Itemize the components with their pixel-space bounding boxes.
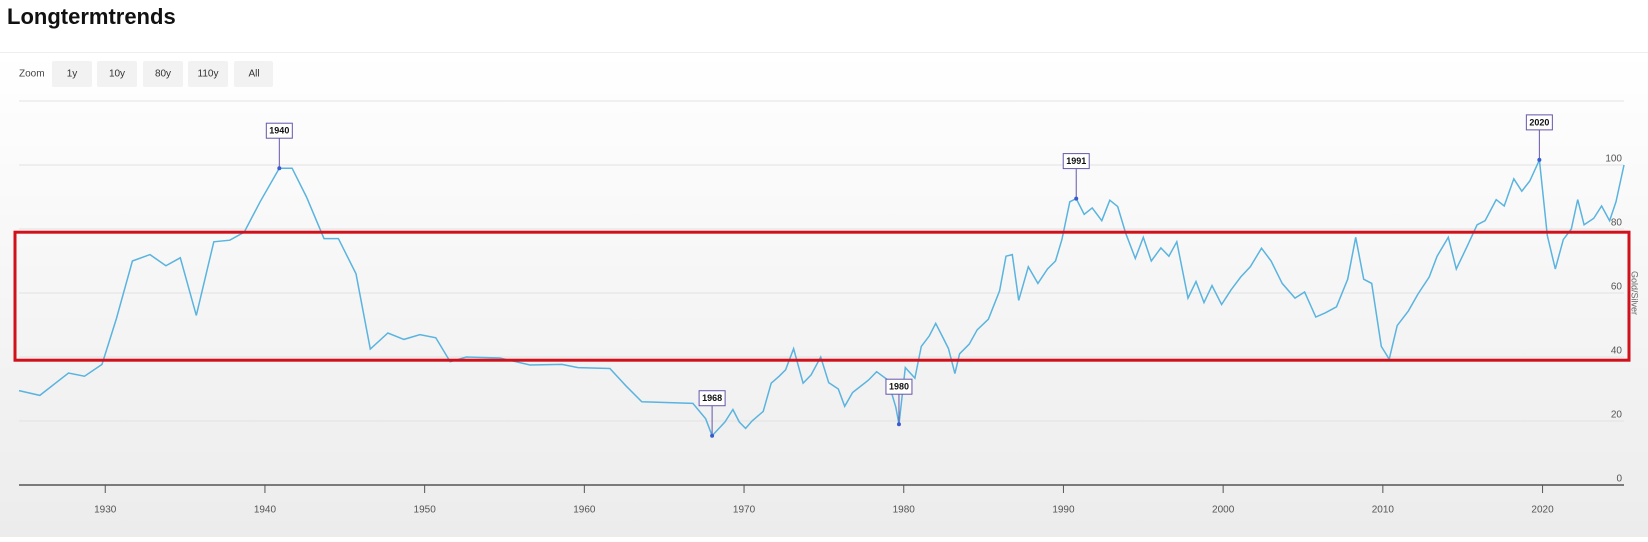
zoom-button-label: 10y [109, 69, 125, 80]
y-tick-label: 80 [1611, 218, 1623, 229]
zoom-button[interactable]: 80y [143, 61, 183, 87]
y-tick-label: 100 [1605, 154, 1622, 165]
zoom-label: Zoom [19, 69, 45, 80]
chart: Zoom 1y 10y 80y 110y All 0 20 40 60 80 100 Gold/Silv… [0, 53, 1648, 537]
zoom-button-label: 80y [155, 69, 171, 80]
y-tick-label: 20 [1611, 410, 1623, 421]
x-tick-label: 1990 [1052, 505, 1075, 516]
zoom-button-bg [52, 61, 92, 87]
x-tick-label: 2000 [1212, 505, 1235, 516]
flag-label: 1980 [889, 382, 909, 392]
flag-label: 1940 [269, 126, 289, 136]
page-title: Longtermtrends [7, 4, 176, 29]
zoom-button[interactable]: 10y [97, 61, 137, 87]
y-axis-title: Gold/Silver [1630, 271, 1640, 315]
x-tick-label: 1960 [573, 505, 596, 516]
chart-container: Zoom 1y 10y 80y 110y All 0 20 40 60 80 100 Gold/Silv… [0, 52, 1648, 537]
y-tick-label: 0 [1616, 474, 1622, 485]
zoom-button-bg [188, 61, 228, 87]
x-tick-label: 1940 [254, 505, 277, 516]
x-tick-label: 1930 [94, 505, 117, 516]
flag-label: 1991 [1066, 156, 1086, 166]
highlight-box [13, 230, 1631, 362]
flag-box [265, 122, 293, 139]
x-tick-label: 1980 [893, 505, 916, 516]
y-tick-label: 60 [1611, 282, 1623, 293]
flag-label: 1968 [702, 393, 722, 403]
data-line [18, 157, 1625, 438]
flag-label: 2020 [1529, 117, 1549, 127]
flag-box [1525, 114, 1553, 131]
flag-point [896, 422, 901, 427]
zoom-button[interactable]: All [234, 61, 273, 87]
flag-box [885, 378, 913, 395]
zoom-button-label: All [248, 69, 259, 80]
zoom-button[interactable]: 1y [52, 61, 92, 87]
chart-background [0, 53, 1648, 537]
zoom-button-label: 110y [198, 69, 219, 80]
x-tick-label: 2010 [1372, 505, 1395, 516]
zoom-button-bg [143, 61, 183, 87]
x-tick-label: 1950 [414, 505, 437, 516]
flag-point [1537, 157, 1542, 162]
zoom-button-bg [97, 61, 137, 87]
flag-box [1062, 153, 1090, 170]
y-tick-label: 40 [1611, 346, 1623, 357]
flag-point [1074, 196, 1079, 201]
x-tick-label: 2020 [1531, 505, 1554, 516]
zoom-button-label: 1y [67, 69, 78, 80]
flag-point [710, 433, 715, 438]
flag-box [698, 390, 726, 407]
zoom-button[interactable]: 110y [188, 61, 228, 87]
zoom-button-bg [234, 61, 273, 87]
x-tick-label: 1970 [733, 505, 756, 516]
flag-point [277, 166, 282, 171]
